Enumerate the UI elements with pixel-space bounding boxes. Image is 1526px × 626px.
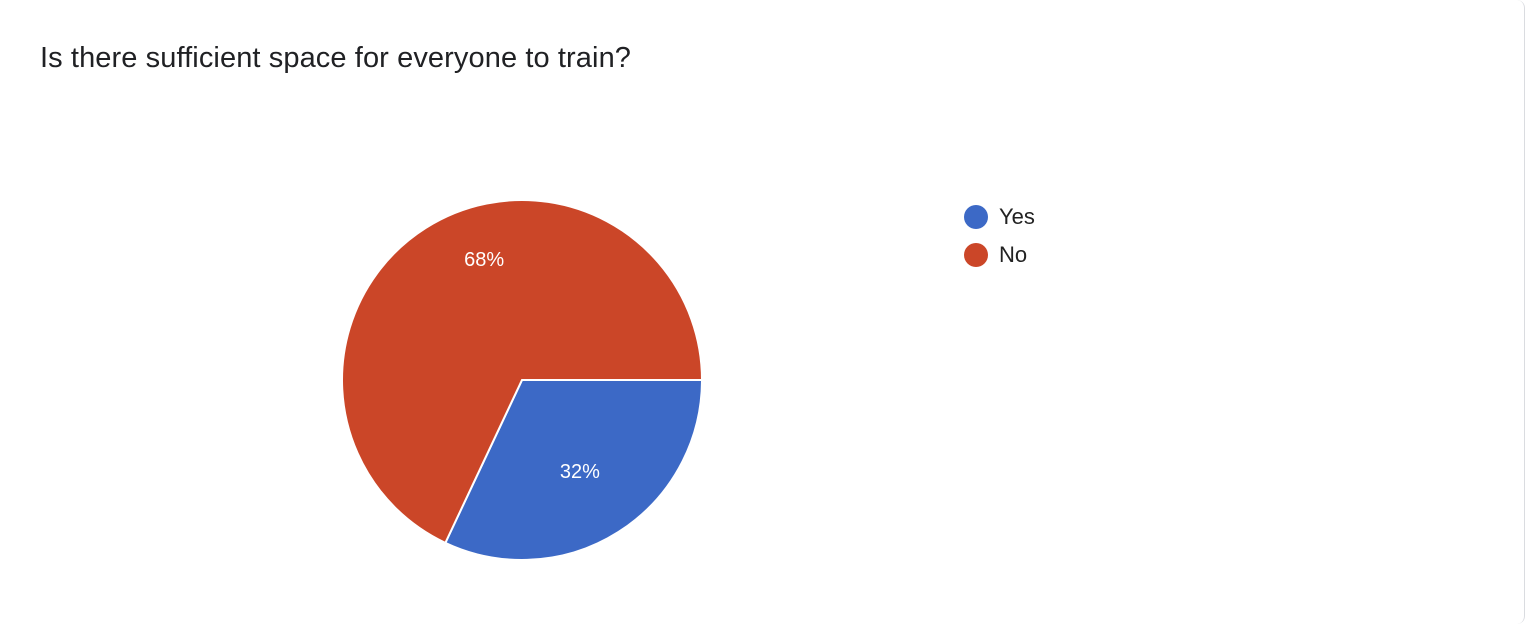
data-label-no: 68%	[464, 249, 504, 271]
legend-item-no[interactable]: No	[964, 236, 1035, 274]
legend-swatch-no	[964, 243, 988, 267]
legend-item-yes[interactable]: Yes	[964, 198, 1035, 236]
chart-title: Is there sufficient space for everyone t…	[40, 42, 632, 74]
legend: Yes No	[964, 198, 1035, 274]
legend-label: Yes	[999, 204, 1035, 229]
legend-label: No	[999, 242, 1028, 267]
pie-slice-yes[interactable]	[444, 379, 704, 561]
legend-swatch-yes	[964, 205, 988, 229]
data-label-yes: 32%	[560, 461, 600, 483]
pie-slice-no[interactable]	[341, 199, 704, 545]
